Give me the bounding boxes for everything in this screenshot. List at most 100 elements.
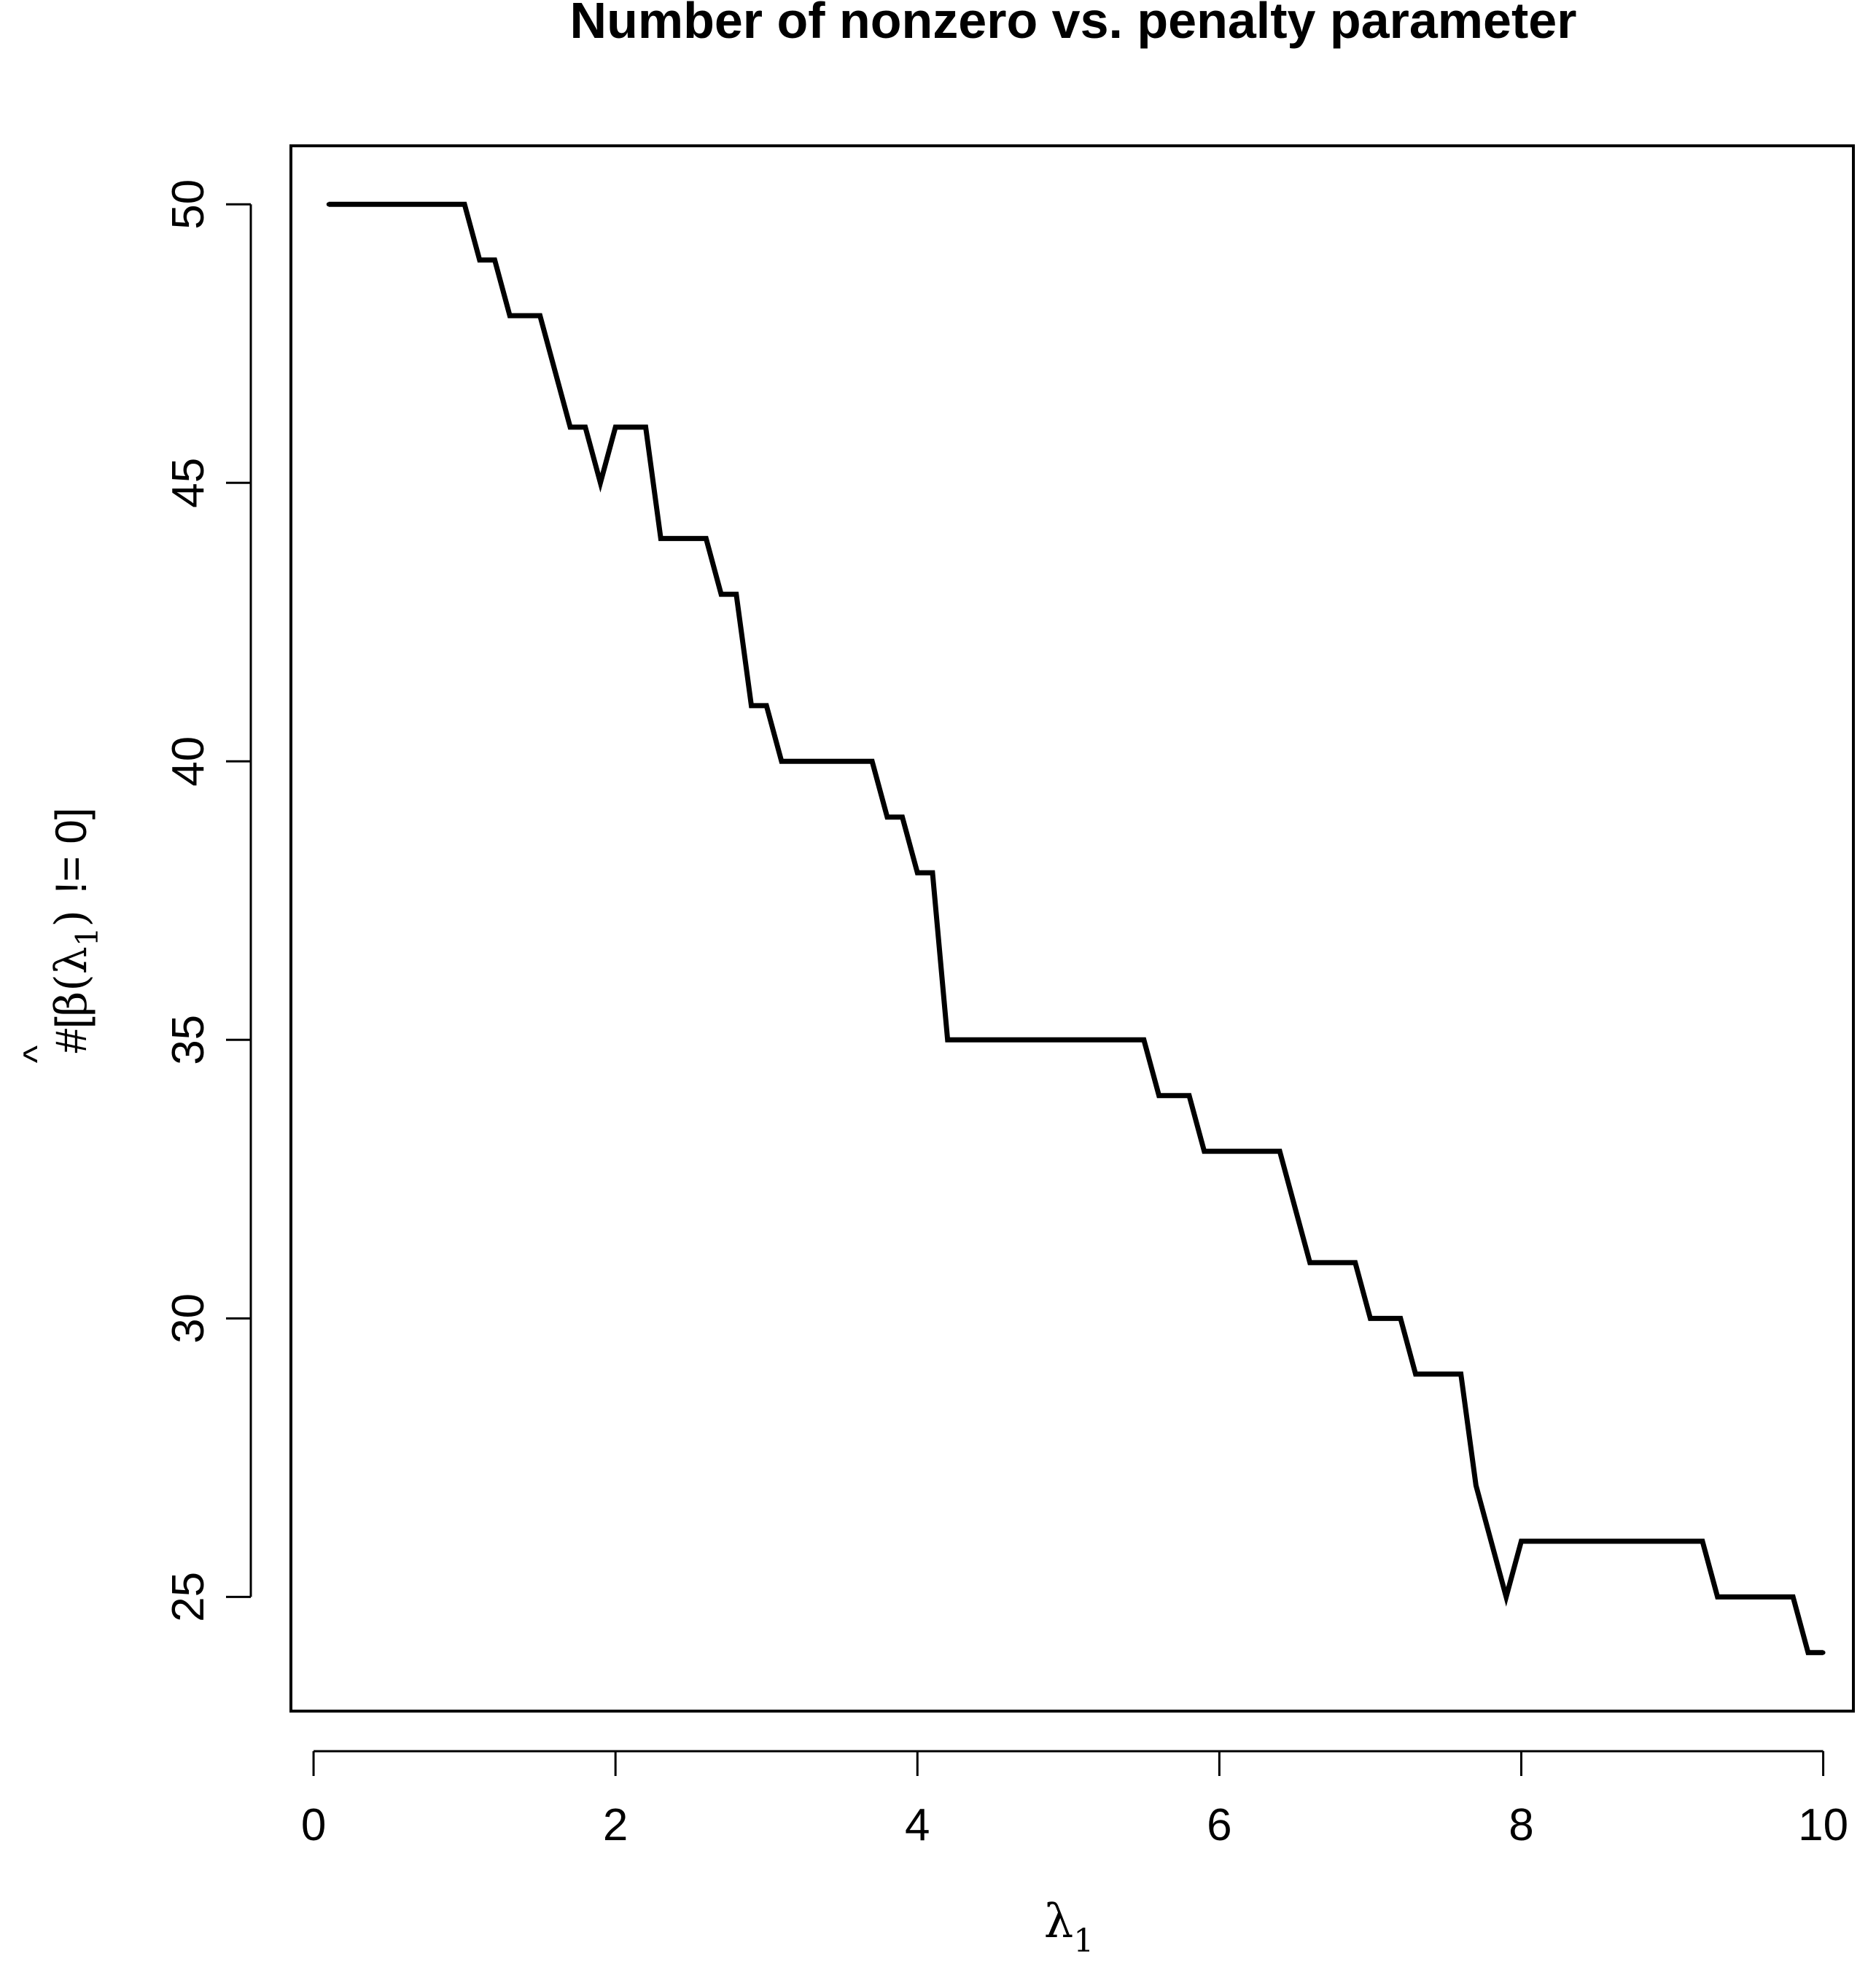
series-line <box>328 201 1824 1656</box>
data-point <box>839 759 844 764</box>
data-point <box>1141 1037 1146 1043</box>
data-point <box>1775 1594 1780 1600</box>
y-axis-label-hat: ^ <box>16 1045 58 1063</box>
x-axis-label-subscript: 1 <box>1073 1923 1094 1960</box>
data-point <box>1654 1538 1659 1543</box>
data-point <box>1352 1260 1358 1265</box>
data-point <box>794 759 799 764</box>
data-point <box>704 536 709 541</box>
data-point <box>1519 1538 1524 1543</box>
data-point <box>1111 1037 1116 1043</box>
data-point <box>719 592 724 597</box>
y-axis-label-close: ) <box>46 910 97 927</box>
data-point <box>976 1037 981 1043</box>
data-point <box>1624 1538 1630 1543</box>
data-point <box>1051 1037 1056 1043</box>
data-point <box>462 202 467 207</box>
data-point <box>960 1037 965 1043</box>
y-axis-label-prefix: #[ <box>47 1016 96 1053</box>
data-point <box>1066 1037 1071 1043</box>
data-point <box>583 424 588 429</box>
data-point <box>1232 1149 1237 1154</box>
data-point <box>1081 1037 1086 1043</box>
x-tick-label: 10 <box>1798 1800 1848 1850</box>
data-point <box>749 703 754 708</box>
data-point <box>658 536 663 541</box>
data-point <box>386 202 392 207</box>
data-point <box>1579 1538 1584 1543</box>
data-point <box>1021 1037 1026 1043</box>
data-point <box>522 313 527 319</box>
y-axis-label-subscript: 1 <box>69 927 105 946</box>
data-point <box>915 870 920 876</box>
data-point <box>1760 1594 1765 1600</box>
plot-frame <box>289 144 1855 1713</box>
data-point <box>326 202 331 207</box>
y-axis-label: #[β(λ1) != 0] ^ <box>16 808 105 1064</box>
y-axis: 25 30 35 40 45 50 <box>163 179 252 1622</box>
data-point <box>1368 1316 1373 1321</box>
y-axis-label-open: (λ <box>46 946 97 991</box>
data-point <box>825 759 830 764</box>
x-tick-label: 4 <box>905 1800 930 1850</box>
y-axis-label-beta: β <box>46 992 97 1017</box>
data-point <box>1640 1538 1645 1543</box>
data-point <box>402 202 407 207</box>
data-point <box>477 257 482 262</box>
data-point <box>870 759 875 764</box>
data-point <box>1503 1594 1509 1600</box>
svg-text:#[β(λ1)!= 0]: #[β(λ1) != 0] <box>46 808 105 1053</box>
data-point <box>1202 1149 1207 1154</box>
y-tick-label: 30 <box>163 1293 214 1344</box>
data-point <box>1821 1650 1826 1655</box>
data-point <box>1730 1594 1735 1600</box>
data-point <box>1292 1204 1297 1210</box>
data-point <box>1277 1149 1283 1154</box>
y-tick-label: 45 <box>163 458 214 508</box>
data-point <box>371 202 376 207</box>
y-axis-label-suffix: != 0] <box>47 808 96 894</box>
data-point <box>764 703 769 708</box>
data-point <box>1670 1538 1675 1543</box>
data-point <box>613 424 618 429</box>
data-point <box>779 759 784 764</box>
data-point <box>1805 1650 1810 1655</box>
y-tick-label: 35 <box>163 1015 214 1065</box>
data-point <box>1549 1538 1554 1543</box>
data-point <box>945 1037 950 1043</box>
chart-title: Number of nonzero vs. penalty parameter <box>570 0 1577 49</box>
data-point <box>1443 1371 1448 1376</box>
data-point <box>1428 1371 1433 1376</box>
data-point <box>507 313 513 319</box>
data-point <box>553 369 558 374</box>
data-point <box>1745 1594 1751 1600</box>
data-point <box>1791 1594 1796 1600</box>
data-point <box>930 870 935 876</box>
data-point <box>1096 1037 1101 1043</box>
x-tick-label: 0 <box>301 1800 326 1850</box>
data-point <box>688 536 693 541</box>
data-point <box>568 424 573 429</box>
data-point <box>357 202 362 207</box>
data-point <box>1186 1093 1191 1098</box>
data-point <box>1564 1538 1569 1543</box>
data-point <box>1172 1093 1177 1098</box>
x-tick-label: 2 <box>603 1800 628 1850</box>
x-axis-label: λ1 <box>1044 1895 1094 1960</box>
data-point <box>733 592 739 597</box>
data-point <box>673 536 678 541</box>
data-point <box>432 202 437 207</box>
y-tick-label: 25 <box>163 1572 214 1622</box>
data-point <box>1323 1260 1328 1265</box>
data-point <box>1609 1538 1614 1543</box>
series-points <box>326 202 1826 1655</box>
data-point <box>1126 1037 1132 1043</box>
x-axis: 0 2 4 6 8 10 <box>301 1750 1848 1850</box>
y-tick-label: 50 <box>163 179 214 230</box>
data-point <box>855 759 860 764</box>
data-point <box>1156 1093 1161 1098</box>
data-point <box>1217 1149 1222 1154</box>
y-tick-label: 40 <box>163 736 214 787</box>
data-point <box>1715 1594 1720 1600</box>
